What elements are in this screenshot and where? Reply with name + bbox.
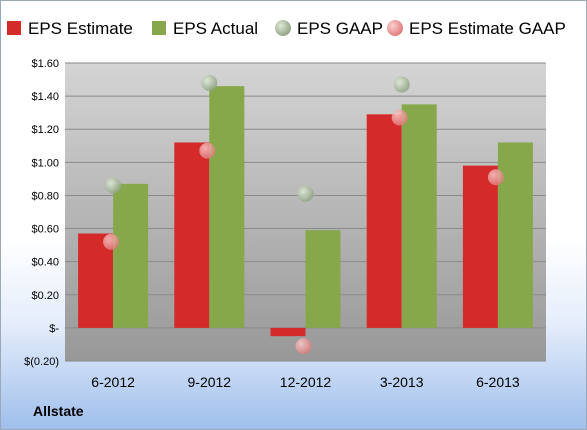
x-category-label: 12-2012 <box>280 374 332 390</box>
x-axis-categories: 6-2012 9-2012 12-2012 3-2013 6-2013 <box>91 374 520 390</box>
point-eps-gaap <box>105 177 122 194</box>
bar-eps-estimate <box>366 114 402 328</box>
bar-eps-actual <box>497 142 533 328</box>
y-tick-label: $- <box>49 323 59 335</box>
points <box>103 74 504 355</box>
y-tick-label: $0.40 <box>31 257 59 269</box>
point-eps-estimate-gaap <box>391 109 408 126</box>
y-tick-label: $0.20 <box>31 290 59 302</box>
bar-eps-actual <box>113 183 149 328</box>
x-category-label: 9-2012 <box>188 374 232 390</box>
bar-eps-estimate <box>462 165 498 328</box>
legend-label: EPS GAAP <box>297 19 383 38</box>
x-category-label: 3-2013 <box>380 374 424 390</box>
y-axis-ticks: $1.60 $1.40 $1.20 $1.00 $0.80 $0.60 $0.40 $0.20… <box>24 58 59 368</box>
bar-eps-estimate <box>270 327 306 337</box>
bar-eps-actual <box>209 86 245 328</box>
legend-label: EPS Actual <box>173 19 258 38</box>
bar-eps-actual <box>401 104 437 328</box>
bar-eps-actual <box>305 230 341 328</box>
bar-eps-estimate <box>174 142 210 328</box>
bars <box>78 86 533 337</box>
point-eps-estimate-gaap <box>487 169 504 186</box>
legend-swatch <box>387 20 403 36</box>
legend: EPS Estimate EPS Actual EPS GAAP EPS Estima… <box>7 19 566 38</box>
legend-swatch <box>275 20 291 36</box>
y-tick-label: $0.60 <box>31 224 59 236</box>
legend-label: EPS Estimate GAAP <box>409 19 566 38</box>
x-category-label: 6-2013 <box>476 374 520 390</box>
y-tick-label: $1.40 <box>31 91 59 103</box>
bar-eps-estimate <box>78 233 114 328</box>
point-eps-gaap <box>297 185 314 202</box>
y-tick-label: $1.00 <box>31 157 59 169</box>
x-category-label: 6-2012 <box>91 374 135 390</box>
point-eps-estimate-gaap <box>103 233 120 250</box>
y-tick-label: $1.60 <box>31 58 59 70</box>
point-eps-estimate-gaap <box>199 142 216 159</box>
point-eps-gaap <box>393 76 410 93</box>
legend-label: EPS Estimate <box>28 19 133 38</box>
company-label: Allstate <box>33 403 84 419</box>
point-eps-estimate-gaap <box>295 338 312 355</box>
legend-swatch <box>152 21 166 35</box>
y-tick-label: $0.80 <box>31 190 59 202</box>
point-eps-gaap <box>201 74 218 91</box>
y-tick-label: $1.20 <box>31 124 59 136</box>
legend-swatch <box>7 21 21 35</box>
y-tick-label: $(0.20) <box>24 356 59 368</box>
